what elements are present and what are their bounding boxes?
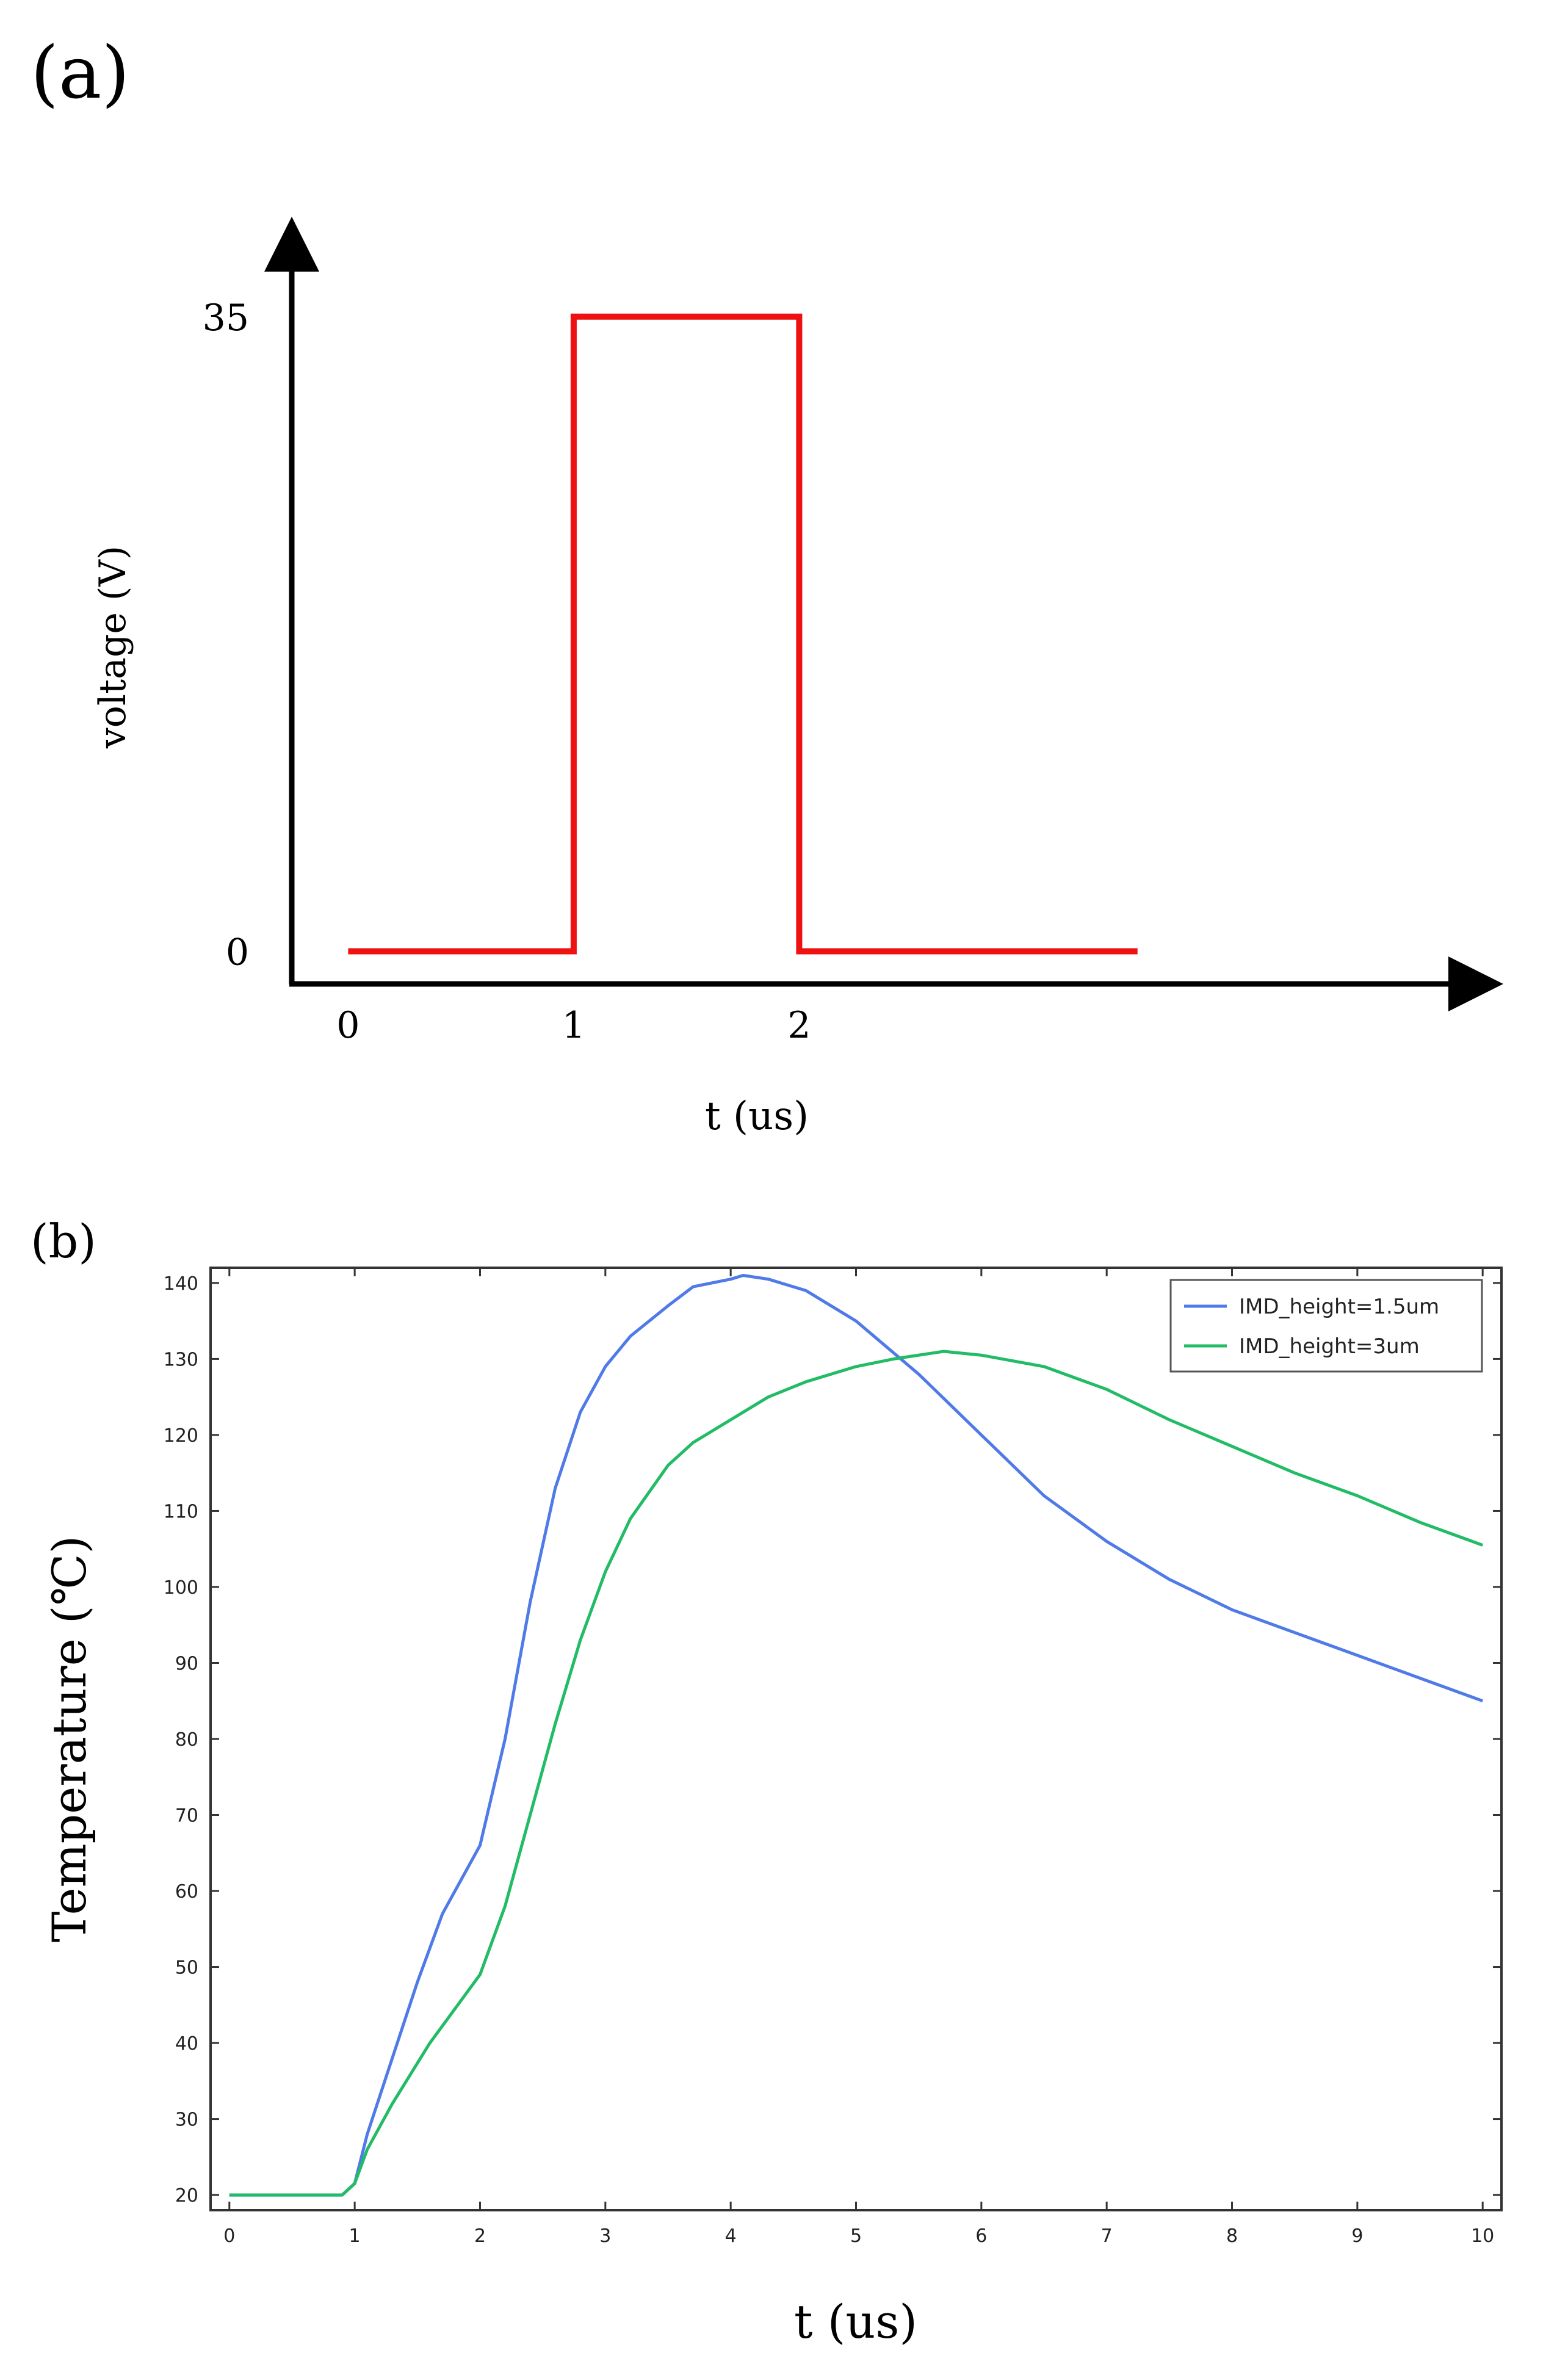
x-tick-label: 5 [850, 2225, 862, 2247]
y-axis-label: Temperature (℃) [42, 1536, 96, 1942]
x-tick-label: 0 [223, 2225, 235, 2247]
y-tick-label: 60 [175, 1881, 198, 1903]
y-axis-label: voltage (V) [92, 546, 134, 749]
x-tick-label: 1 [349, 2225, 361, 2247]
x-ticks: 0 1 2 3 4 5 6 7 8 9 10 [223, 1268, 1494, 2247]
y-tick-labels: 0 35 [203, 297, 249, 974]
y-tick-label: 140 [164, 1273, 198, 1295]
x-axis-label: t (us) [705, 1094, 809, 1139]
legend-label-1: IMD_height=1.5um [1239, 1295, 1439, 1319]
legend: IMD_height=1.5um IMD_height=3um [1169, 1279, 1483, 1373]
x-tick-label: 10 [1471, 2225, 1494, 2247]
x-tick-label: 1 [562, 1004, 585, 1047]
panel-a-voltage-chart: (a) 0 35 0 1 2 t (us) voltage (V) [31, 31, 1503, 1139]
y-tick-label: 130 [164, 1349, 198, 1370]
x-tick-label: 3 [599, 2225, 611, 2247]
panel-a-label: (a) [31, 31, 129, 115]
x-tick-label: 9 [1351, 2225, 1363, 2247]
panel-b-temperature-chart: (b) 0 1 2 3 4 5 6 7 8 9 10 20 30 40 50 60 70 80 90 100 110 1… [31, 1214, 1503, 2349]
y-tick-label: 50 [175, 1957, 198, 1979]
x-tick-labels: 0 1 2 [336, 1004, 811, 1047]
x-tick-label: 2 [787, 1004, 811, 1047]
y-tick-label: 80 [175, 1729, 198, 1751]
panel-b-label: (b) [31, 1214, 96, 1268]
voltage-pulse-line [348, 313, 1138, 955]
y-tick-label: 110 [164, 1502, 198, 1523]
y-tick-label: 120 [164, 1425, 198, 1447]
x-tick-label: 0 [336, 1004, 359, 1047]
y-tick-label: 90 [175, 1654, 198, 1675]
x-tick-label: 2 [474, 2225, 486, 2247]
plot-frame [209, 1267, 1503, 2211]
y-tick-label: 35 [203, 297, 249, 339]
temperature-series [229, 1274, 1484, 2197]
y-tick-label: 0 [226, 931, 249, 974]
y-tick-label: 40 [175, 2033, 198, 2055]
x-axis-label: t (us) [794, 2294, 917, 2349]
series-line-1 [229, 1274, 1484, 2197]
legend-label-2: IMD_height=3um [1239, 1334, 1420, 1359]
legend-box [1169, 1279, 1483, 1373]
x-tick-label: 7 [1101, 2225, 1113, 2247]
y-ticks: 20 30 40 50 60 70 80 90 100 110 120 130 140 [164, 1273, 1501, 2207]
x-tick-label: 4 [725, 2225, 737, 2247]
series-line-2 [229, 1350, 1484, 2197]
x-tick-label: 6 [975, 2225, 987, 2247]
y-tick-label: 30 [175, 2109, 198, 2131]
y-tick-label: 100 [164, 1577, 198, 1599]
y-tick-label: 70 [175, 1806, 198, 1827]
x-tick-label: 8 [1226, 2225, 1238, 2247]
y-tick-label: 20 [175, 2185, 198, 2207]
